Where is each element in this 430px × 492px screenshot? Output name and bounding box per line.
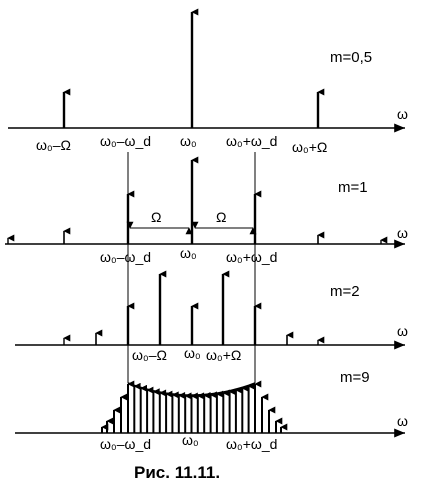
spectrum-lines: [101, 380, 288, 433]
axis-omega-label: ω: [397, 225, 408, 241]
spectrum-envelope: [127, 382, 256, 396]
label-w0-plus-Omega: ω₀+Ω: [206, 347, 241, 363]
label-w0-plus-wd: ω₀+ω_d: [226, 436, 277, 452]
label-w0-minus-wd: ω₀–ω_d: [100, 249, 151, 265]
m-value-label: m=1: [338, 179, 368, 196]
label-w0: ω₀: [180, 133, 197, 149]
m-value-label: m=2: [330, 283, 360, 300]
m-value-label: m=0,5: [330, 49, 372, 66]
label-w0: ω₀: [180, 245, 197, 261]
panel-m05: ω m=0,5 ω₀–Ω ω₀–ω_d ω₀ ω₀+ω_d ω₀+Ω: [8, 8, 408, 155]
label-w0-plus-wd: ω₀+ω_d: [226, 249, 277, 265]
axis-omega-label: ω: [397, 413, 408, 429]
figure-caption: Рис. 11.11.: [134, 463, 220, 482]
panel-m1: ω m=1 Ω Ω ω₀–ω_d ω₀ ω₀+ω_d: [5, 156, 408, 265]
m-value-label: m=9: [340, 369, 370, 386]
label-w0: ω₀: [182, 432, 199, 448]
label-w0-plus-wd: ω₀+ω_d: [226, 133, 277, 149]
spacing-label-left: Ω: [151, 209, 161, 225]
label-w0-minus-Omega: ω₀–Ω: [132, 347, 167, 363]
label-w0: ω₀: [184, 345, 201, 361]
panel-m9: ω m=9 ω₀–ω_d ω₀ ω₀+ω_d: [15, 369, 408, 452]
panel-m2: ω m=2 ω₀–Ω ω₀ ω₀+Ω: [15, 270, 408, 363]
axis-omega-label: ω: [397, 106, 408, 122]
label-w0-plus-Omega: ω₀+Ω: [292, 139, 327, 155]
label-w0-minus-wd: ω₀–ω_d: [100, 436, 151, 452]
label-w0-minus-Omega: ω₀–Ω: [36, 137, 71, 153]
label-w0-minus-wd: ω₀–ω_d: [100, 133, 151, 149]
axis-omega-label: ω: [397, 323, 408, 339]
spacing-label-right: Ω: [216, 209, 226, 225]
